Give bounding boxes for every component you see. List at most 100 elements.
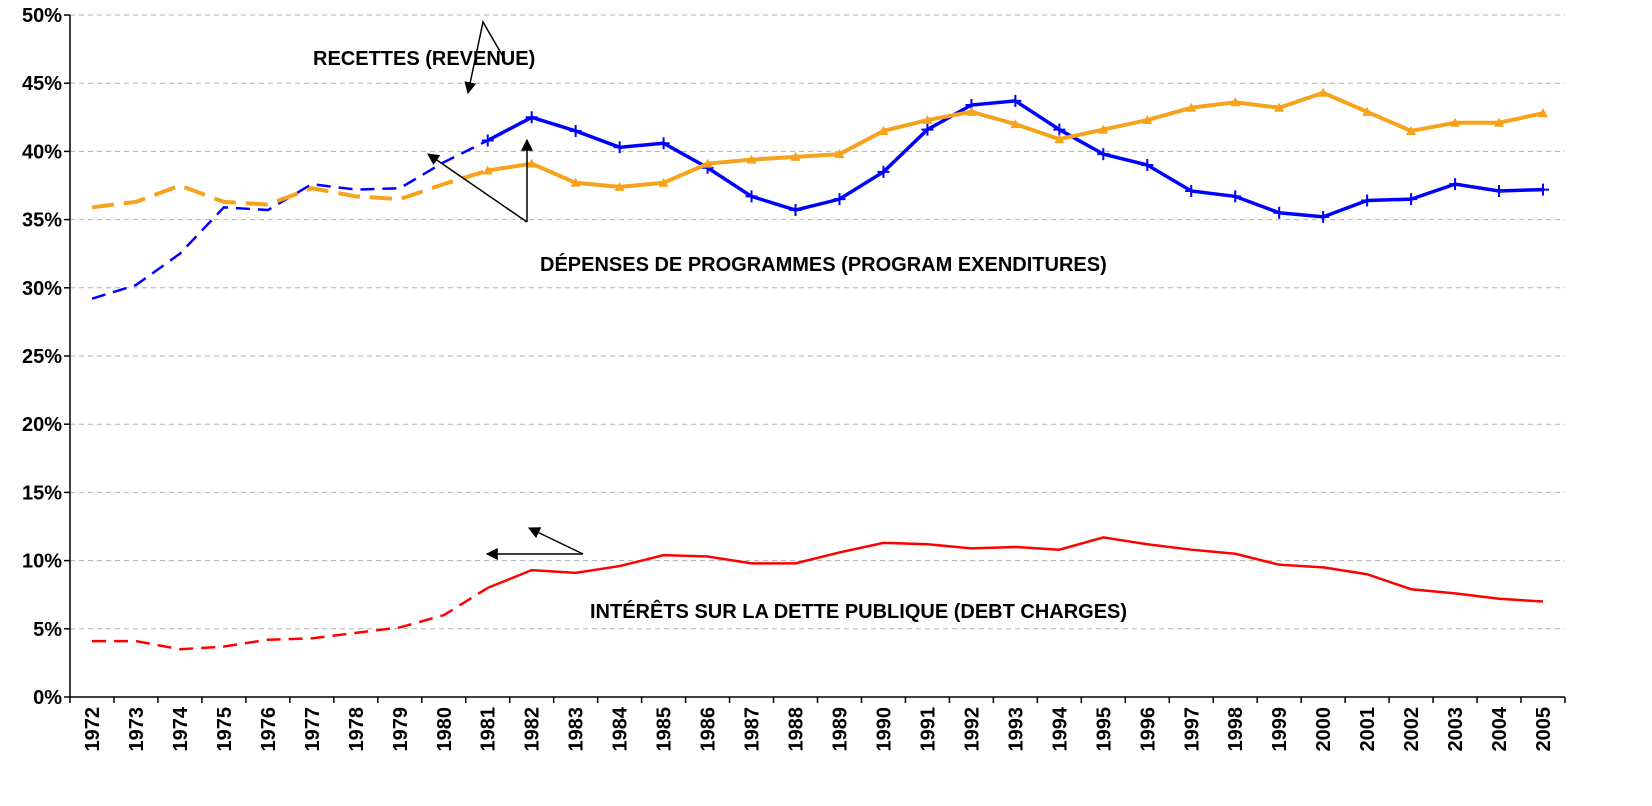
marker: [1097, 148, 1110, 161]
x-tick-label: 1987: [742, 707, 764, 752]
marker: [526, 158, 537, 168]
marker: [657, 137, 670, 150]
arrow: [427, 153, 528, 223]
marker: [1450, 117, 1461, 127]
marker: [790, 151, 801, 161]
x-tick-label: 1977: [302, 707, 324, 752]
x-tick-label: 1985: [654, 707, 676, 752]
marker: [745, 190, 758, 203]
x-tick-label: 1988: [786, 707, 808, 752]
marker: [1362, 106, 1373, 116]
x-tick-label: 1973: [126, 707, 148, 752]
x-tick-label: 1981: [478, 707, 500, 752]
x-tick-label: 1979: [390, 707, 412, 752]
marker: [746, 154, 757, 164]
marker: [877, 165, 890, 178]
x-tick-label: 2003: [1445, 707, 1467, 752]
x-tick-label: 1976: [258, 707, 280, 752]
marker: [1449, 178, 1462, 191]
x-tick-label: 1982: [522, 707, 544, 752]
x-tick-label: 1999: [1269, 707, 1291, 752]
marker: [1098, 124, 1109, 134]
marker: [1009, 94, 1022, 107]
x-tick-label: 1997: [1181, 707, 1203, 752]
x-tick-label: 1983: [566, 707, 588, 752]
y-tick-label: 25%: [22, 346, 62, 368]
x-tick-label: 1996: [1137, 707, 1159, 752]
marker: [1361, 194, 1374, 207]
y-tick-label: 50%: [22, 5, 62, 27]
marker: [1010, 119, 1021, 129]
marker: [1274, 102, 1285, 112]
y-tick-label: 5%: [33, 619, 62, 641]
arrow: [527, 527, 584, 555]
x-tick-label: 1993: [1005, 707, 1027, 752]
series-label: INTÉRÊTS SUR LA DETTE PUBLIQUE (DEBT CHA…: [590, 599, 1127, 623]
x-tick-label: 1980: [434, 707, 456, 752]
marker: [1405, 193, 1418, 206]
grid: [64, 14, 1566, 703]
lines: [91, 87, 1550, 651]
marker: [789, 204, 802, 217]
marker: [834, 149, 845, 159]
x-tick-label: 1992: [961, 707, 983, 752]
marker: [569, 124, 582, 137]
marker: [1406, 125, 1417, 135]
y-tick-label: 40%: [22, 141, 62, 163]
marker: [921, 123, 934, 136]
x-tick-label: 2004: [1489, 706, 1511, 751]
x-tick-label: 1984: [610, 706, 632, 751]
x-tick-label: 1991: [917, 707, 939, 752]
marker: [1141, 159, 1154, 172]
series-label: DÉPENSES DE PROGRAMMES (PROGRAM EXENDITU…: [540, 253, 1107, 276]
y-tick-label: 30%: [22, 278, 62, 300]
marker: [1142, 115, 1153, 125]
marker: [1053, 123, 1066, 136]
marker: [1494, 117, 1505, 127]
marker: [614, 181, 625, 191]
x-tick-label: 1989: [829, 707, 851, 752]
marker: [658, 177, 669, 187]
y-tick-label: 0%: [33, 687, 62, 709]
x-tick-label: 1974: [170, 706, 192, 751]
marker: [833, 193, 846, 206]
marker: [1493, 184, 1506, 197]
x-tick-label: 2000: [1313, 707, 1335, 752]
marker: [1318, 87, 1329, 97]
annotation-arrows: [427, 19, 584, 560]
marker: [570, 177, 581, 187]
x-tick-label: 2002: [1401, 707, 1423, 752]
marker: [878, 125, 889, 135]
arrow: [464, 19, 506, 95]
marker: [1537, 183, 1550, 196]
x-tick-label: 1986: [698, 707, 720, 752]
marker: [1054, 134, 1065, 144]
y-tick-label: 45%: [22, 73, 62, 95]
x-tick-label: 1990: [873, 707, 895, 752]
marker: [1230, 97, 1241, 107]
marker: [613, 141, 626, 154]
series-line: [487, 536, 1544, 603]
marker: [481, 134, 494, 147]
marker: [702, 158, 713, 168]
series-line: [91, 586, 489, 651]
marker: [525, 111, 538, 124]
y-tick-label: 10%: [22, 551, 62, 573]
series-label: RECETTES (REVENUE): [313, 48, 535, 70]
marker: [1185, 184, 1198, 197]
marker: [922, 115, 933, 125]
series-line: [91, 168, 489, 210]
marker: [1538, 108, 1549, 118]
marker: [1186, 102, 1197, 112]
x-tick-label: 2001: [1357, 707, 1379, 752]
x-tick-label: 2005: [1533, 707, 1555, 752]
marker: [1229, 190, 1242, 203]
x-tick-label: 1995: [1093, 707, 1115, 752]
x-tick-label: 1998: [1225, 707, 1247, 752]
marker: [1273, 206, 1286, 219]
x-tick-label: 1975: [214, 707, 236, 752]
x-tick-label: 1972: [82, 707, 104, 752]
y-tick-label: 15%: [22, 482, 62, 504]
y-tick-label: 35%: [22, 210, 62, 232]
